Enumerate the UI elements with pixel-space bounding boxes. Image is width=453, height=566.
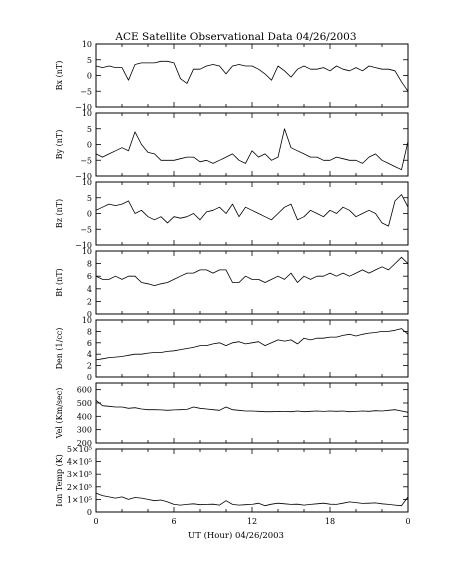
y-tick-label: 10 <box>82 109 92 118</box>
series-line <box>95 492 409 507</box>
y-tick-label: 2 <box>87 297 92 306</box>
y-tick-label: 8 <box>87 260 92 269</box>
series-line <box>95 256 409 287</box>
x-tick-label: 0 <box>405 517 410 526</box>
panel-6: 600 500 400 300 200 Vel (Km/sec) <box>55 382 409 448</box>
y-tick-label: 0 <box>87 72 92 81</box>
y-tick-label: 10 <box>82 316 92 325</box>
x-tick-label: 0 <box>93 517 98 526</box>
panel-1: 10 5 0 −5 −10 Bx (nT) <box>55 40 409 112</box>
y-tick-label: −5 <box>80 156 92 165</box>
y-tick-label: 500 <box>77 399 92 408</box>
y-tick-label: 6 <box>87 339 92 348</box>
series-line <box>95 128 409 171</box>
y-tick-label: 8 <box>87 327 92 336</box>
y-tick-label: −5 <box>80 87 92 96</box>
y-tick-label: 4 <box>87 350 92 359</box>
y-tick-label: 4 <box>87 285 92 294</box>
figure-title: ACE Satellite Observational Data 04/26/2… <box>114 31 356 43</box>
y-tick-label: 2×10⁵ <box>67 483 92 492</box>
y-tick-label: 10 <box>82 40 92 49</box>
y-tick-label: 10 <box>82 247 92 256</box>
y-tick-label: 5 <box>87 56 92 65</box>
y-tick-label: 3×10⁵ <box>67 470 92 479</box>
y-tick-label: −10 <box>75 172 92 181</box>
y-axis-label: Ion Temp (K) <box>55 454 64 507</box>
y-axis-label: Vel (Km/sec) <box>55 388 64 440</box>
y-tick-label: 0 <box>87 508 92 517</box>
y-axis-label: By (nT) <box>55 130 64 160</box>
x-axis-label: UT (Hour) 04/26/2003 <box>188 530 284 541</box>
y-tick-label: 600 <box>77 386 92 395</box>
panel-3: 10 5 0 −5 −10 Bz (nT) <box>55 178 409 250</box>
y-tick-label: −5 <box>80 225 92 234</box>
y-tick-label: 0 <box>87 141 92 150</box>
y-tick-label: 400 <box>77 412 92 421</box>
y-tick-label: 5 <box>87 125 92 134</box>
panel-2: 10 5 0 −5 −10 By (nT) <box>55 109 409 181</box>
y-tick-label: −10 <box>75 241 92 250</box>
y-tick-label: 6 <box>87 272 92 281</box>
y-tick-label: 0 <box>87 310 92 319</box>
series-line <box>95 328 409 361</box>
y-axis-label: Bt (nT) <box>55 268 64 296</box>
y-tick-label: 1×10⁵ <box>67 495 92 504</box>
y-axis-label: Bz (nT) <box>55 199 64 228</box>
x-tick-label: 6 <box>171 517 176 526</box>
panel-5: 10 8 6 4 2 0 Den (1/cc) <box>55 316 409 382</box>
series-line <box>95 399 409 413</box>
y-tick-label: 5×10⁵ <box>67 445 92 454</box>
y-axis-label: Den (1/cc) <box>55 328 64 370</box>
series-line <box>95 194 409 227</box>
y-tick-label: 0 <box>87 210 92 219</box>
y-tick-label: 0 <box>87 373 92 382</box>
y-tick-label: 10 <box>82 178 92 187</box>
y-tick-label: 200 <box>77 439 92 448</box>
panel-4: 10 8 6 4 2 0 Bt (nT) <box>55 247 409 319</box>
panels-group: 10 5 0 −5 −10 Bx (nT) 10 5 0 −5 −10 By (nT) 10 5 0 −5 −1… <box>55 40 411 526</box>
y-tick-label: −10 <box>75 103 92 112</box>
y-tick-label: 5 <box>87 194 92 203</box>
panel-7: 5×10⁵ 4×10⁵ 3×10⁵ 2×10⁵ 1×10⁵ 0 Ion Temp (K) <box>55 445 409 517</box>
x-tick-label: 18 <box>325 517 335 526</box>
x-tick-label: 12 <box>247 517 257 526</box>
y-axis-label: Bx (nT) <box>55 61 64 91</box>
y-tick-label: 2 <box>87 362 92 371</box>
y-tick-label: 300 <box>77 426 92 435</box>
y-tick-label: 4×10⁵ <box>67 458 92 467</box>
series-line <box>95 60 409 92</box>
